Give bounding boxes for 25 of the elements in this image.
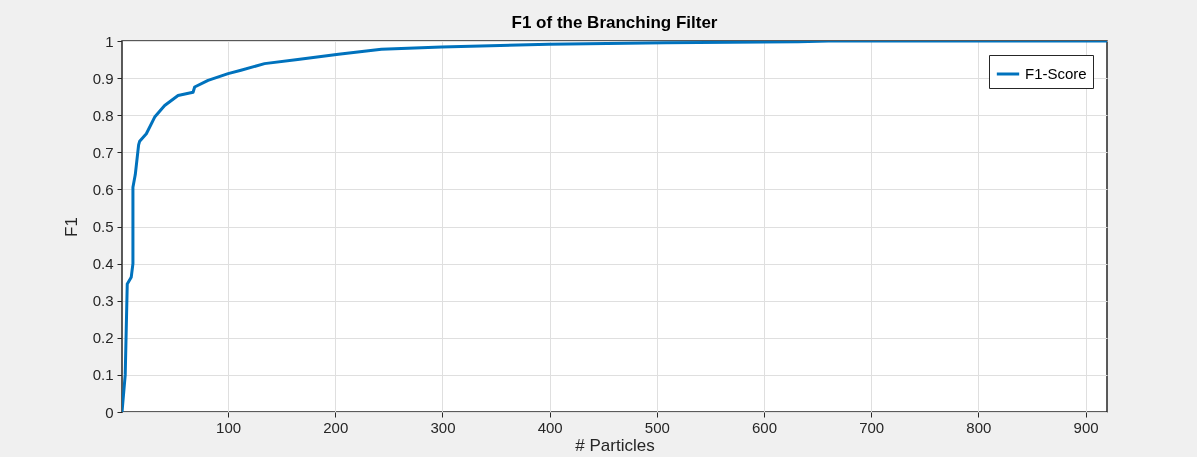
- y-tick-label: 0.6: [92, 180, 114, 198]
- y-axis-title: F1: [61, 217, 81, 237]
- x-tick-label: 300: [430, 418, 456, 436]
- y-tick-label: 0.1: [92, 366, 114, 384]
- x-tick-label: 100: [216, 418, 242, 436]
- y-tick-label: 0.8: [92, 106, 114, 124]
- chart-title: F1 of the Branching Filter: [511, 13, 718, 32]
- line-series: [122, 41, 1107, 412]
- y-tick-label: 0.5: [92, 218, 114, 235]
- x-tick-label: 700: [859, 418, 885, 436]
- y-tick-label: 0: [105, 403, 114, 421]
- x-axis-title: # Particles: [575, 435, 655, 455]
- y-tick-label: 0.9: [92, 69, 114, 87]
- x-tick-label: 500: [644, 418, 670, 436]
- x-tick-label: 900: [1073, 418, 1099, 436]
- y-tick-label: 1: [105, 32, 114, 50]
- y-tick-label: 0.4: [92, 255, 114, 273]
- x-tick-label: 800: [966, 418, 992, 436]
- x-tick-label: 400: [537, 418, 563, 436]
- x-tick-label: 200: [323, 418, 349, 436]
- legend-label: F1-Score: [1025, 65, 1087, 82]
- y-tick-label: 0.3: [92, 292, 114, 310]
- y-tick-label: 0.2: [92, 329, 114, 347]
- x-tick-label: 600: [752, 418, 778, 436]
- y-tick-label: 0.7: [92, 143, 114, 161]
